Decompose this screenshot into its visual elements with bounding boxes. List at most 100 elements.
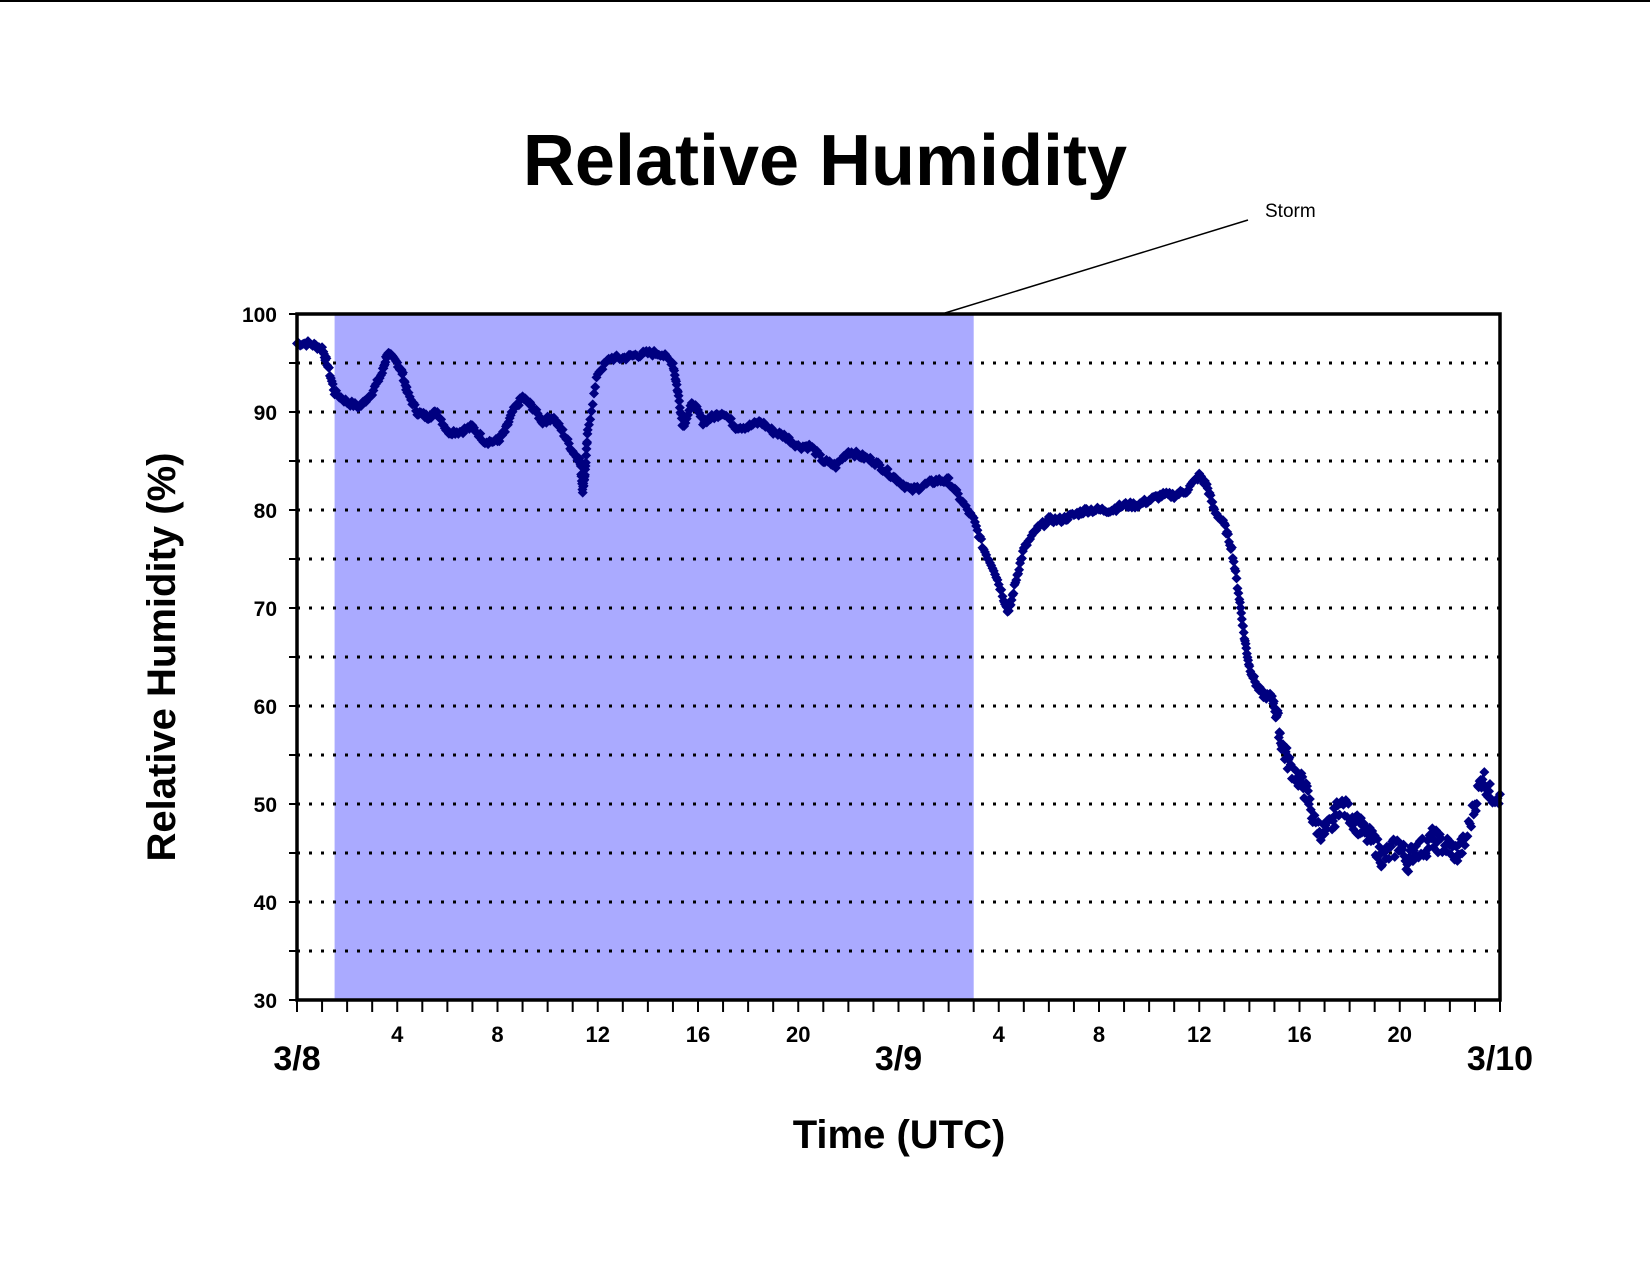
data-point (1304, 794, 1315, 805)
data-point (1226, 542, 1237, 553)
x-day-tick-label: 3/10 (1467, 1040, 1533, 1078)
data-point (1275, 728, 1286, 739)
top-border (0, 0, 1650, 2)
x-hour-tick-label: 4 (391, 1022, 404, 1047)
data-point (1421, 851, 1432, 862)
x-hour-tick-label: 4 (993, 1022, 1006, 1047)
data-point (1372, 834, 1383, 845)
x-hour-tick-label: 16 (686, 1022, 710, 1047)
data-point (1389, 851, 1400, 862)
data-point (582, 437, 593, 448)
data-point (578, 480, 589, 491)
data-point (1223, 529, 1234, 540)
data-point (1014, 564, 1025, 575)
data-point (962, 504, 973, 515)
data-point (397, 367, 408, 378)
data-point (996, 584, 1007, 595)
data-point (1479, 767, 1490, 778)
data-point (882, 464, 893, 475)
data-point (1284, 752, 1295, 763)
x-hour-tick-label: 20 (1388, 1022, 1412, 1047)
data-point (1457, 848, 1468, 859)
x-hour-tick-label: 20 (786, 1022, 810, 1047)
data-point (1078, 508, 1089, 519)
data-point (976, 533, 987, 544)
data-point (1008, 588, 1019, 599)
data-point (1471, 798, 1482, 809)
data-point (1228, 556, 1239, 567)
data-point (1238, 627, 1249, 638)
x-hour-tick-label: 8 (491, 1022, 503, 1047)
data-point (671, 379, 682, 390)
data-point (1398, 839, 1409, 850)
data-point (586, 406, 597, 417)
data-point (1343, 798, 1354, 809)
y-tick-label: 30 (254, 990, 277, 1013)
y-axis-ticks: 30 40 50 60 70 80 90 100 (242, 304, 297, 1013)
data-point (580, 457, 591, 468)
annotation-leader-line (944, 219, 1249, 314)
y-tick-label: 70 (254, 598, 277, 621)
data-point (1016, 553, 1027, 564)
data-point (581, 450, 592, 461)
y-tick-label: 60 (254, 696, 277, 719)
data-point (1377, 859, 1388, 870)
annotation-label: Storm (1265, 201, 1316, 222)
data-point (1231, 573, 1242, 584)
data-point (943, 472, 954, 483)
data-point (1297, 771, 1308, 782)
data-point (585, 414, 596, 425)
data-point (1238, 621, 1249, 632)
data-point (1273, 708, 1284, 719)
data-point (323, 362, 334, 373)
y-tick-label: 80 (254, 500, 277, 523)
x-hour-tick-label: 16 (1287, 1022, 1311, 1047)
data-point (1459, 840, 1470, 851)
data-series (292, 336, 1505, 877)
x-day-tick-label: 3/8 (273, 1040, 320, 1078)
y-tick-label: 100 (242, 304, 277, 327)
data-point (1281, 742, 1292, 753)
data-point (587, 399, 598, 410)
data-point (321, 353, 332, 364)
y-tick-label: 40 (254, 892, 277, 915)
data-point (1484, 786, 1495, 797)
gridlines (297, 361, 1500, 953)
storm-annotation: Storm (944, 201, 1316, 314)
data-point (1321, 824, 1332, 835)
data-point (557, 424, 568, 435)
data-point (1403, 866, 1414, 877)
data-point (1466, 821, 1477, 832)
y-axis-title: Relative Humidity (%) (140, 453, 184, 862)
x-axis-ticks: 4 8 12 16 20 4 8 12 16 20 3/8 3/9 3/10 (273, 1000, 1533, 1078)
data-point (588, 388, 599, 399)
data-point (1236, 607, 1247, 618)
x-hour-tick-label: 12 (586, 1022, 610, 1047)
data-point (1470, 805, 1481, 816)
x-axis-title: Time (UTC) (793, 1113, 1006, 1157)
data-point (1268, 696, 1279, 707)
data-point (1230, 566, 1241, 577)
data-point (1233, 588, 1244, 599)
data-point (590, 381, 601, 392)
data-point (1309, 810, 1320, 821)
data-point (1436, 833, 1447, 844)
data-point (577, 487, 588, 498)
data-point (1302, 785, 1313, 796)
x-hour-tick-label: 8 (1093, 1022, 1105, 1047)
data-point (674, 396, 685, 407)
chart-title: Relative Humidity (523, 121, 1127, 201)
data-point (1329, 821, 1340, 832)
x-day-tick-label: 3/9 (875, 1040, 922, 1078)
x-hour-tick-label: 12 (1187, 1022, 1211, 1047)
y-tick-label: 90 (254, 402, 277, 425)
data-point (327, 379, 338, 390)
data-point (1236, 614, 1247, 625)
data-point (1484, 779, 1495, 790)
data-point (1462, 831, 1473, 842)
data-point (725, 413, 736, 424)
data-point (579, 469, 590, 480)
y-tick-label: 50 (254, 794, 277, 817)
